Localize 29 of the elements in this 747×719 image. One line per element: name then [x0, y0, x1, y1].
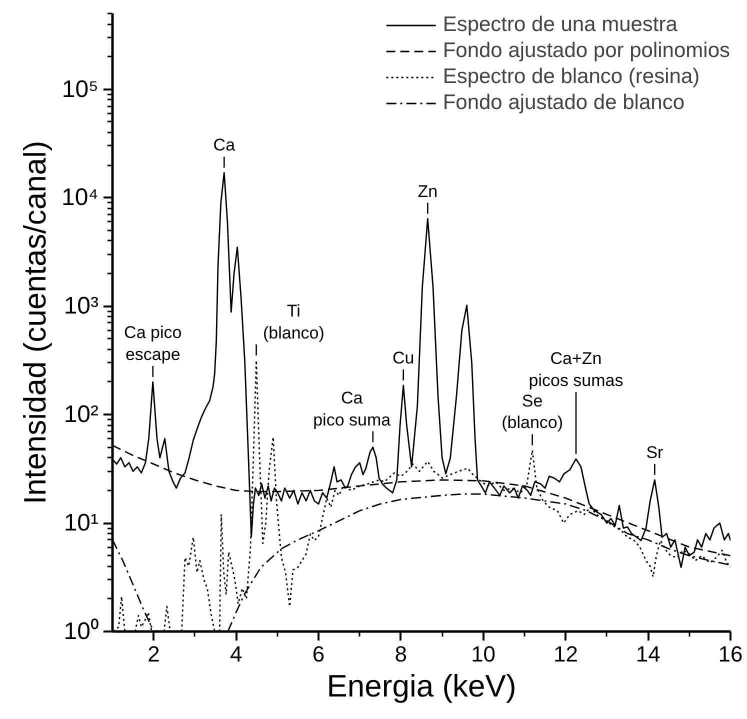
x-axis-title: Energia (keV) [326, 668, 516, 704]
annotation: Ca pico escape [124, 323, 182, 364]
x-tick-label: 2 [148, 642, 160, 666]
annotation: Cu [392, 348, 414, 368]
legend-label: Fondo ajustado de blanco [442, 91, 684, 115]
legend-label: Fondo ajustado por polinomios [442, 39, 730, 63]
y-tick-label: 10¹ [64, 510, 99, 537]
x-tick-label: 14 [636, 642, 660, 666]
x-tick-label: 12 [553, 642, 578, 666]
annotation: Sr [646, 442, 664, 462]
legend-label: Espectro de una muestra [442, 13, 678, 37]
y-tick-label: 10⁴ [61, 184, 99, 212]
annotation: Ca+Zn picos sumas [528, 349, 624, 390]
annotation: Ca [213, 136, 236, 155]
y-tick-label: 10⁵ [62, 76, 99, 103]
x-tick-label: 10 [471, 642, 496, 666]
annotation: Ti (blanco) [262, 302, 324, 342]
x-tick-label: 4 [230, 642, 242, 666]
x-tick-label: 16 [718, 642, 743, 666]
y-tick-label: 10⁰ [64, 618, 99, 645]
annotation: Zn [418, 182, 438, 201]
y-tick-label: 10² [64, 401, 99, 428]
legend-label: Espectro de blanco (resina) [442, 65, 700, 89]
x-tick-label: 8 [394, 642, 408, 666]
annotation: Se (blanco) [502, 391, 564, 432]
annotation: Ca pico suma [313, 388, 392, 430]
y-tick-label: 10³ [64, 292, 99, 320]
x-tick-label: 6 [312, 642, 325, 666]
y-axis-title: Intensidad (cuentas/canal) [17, 140, 52, 504]
